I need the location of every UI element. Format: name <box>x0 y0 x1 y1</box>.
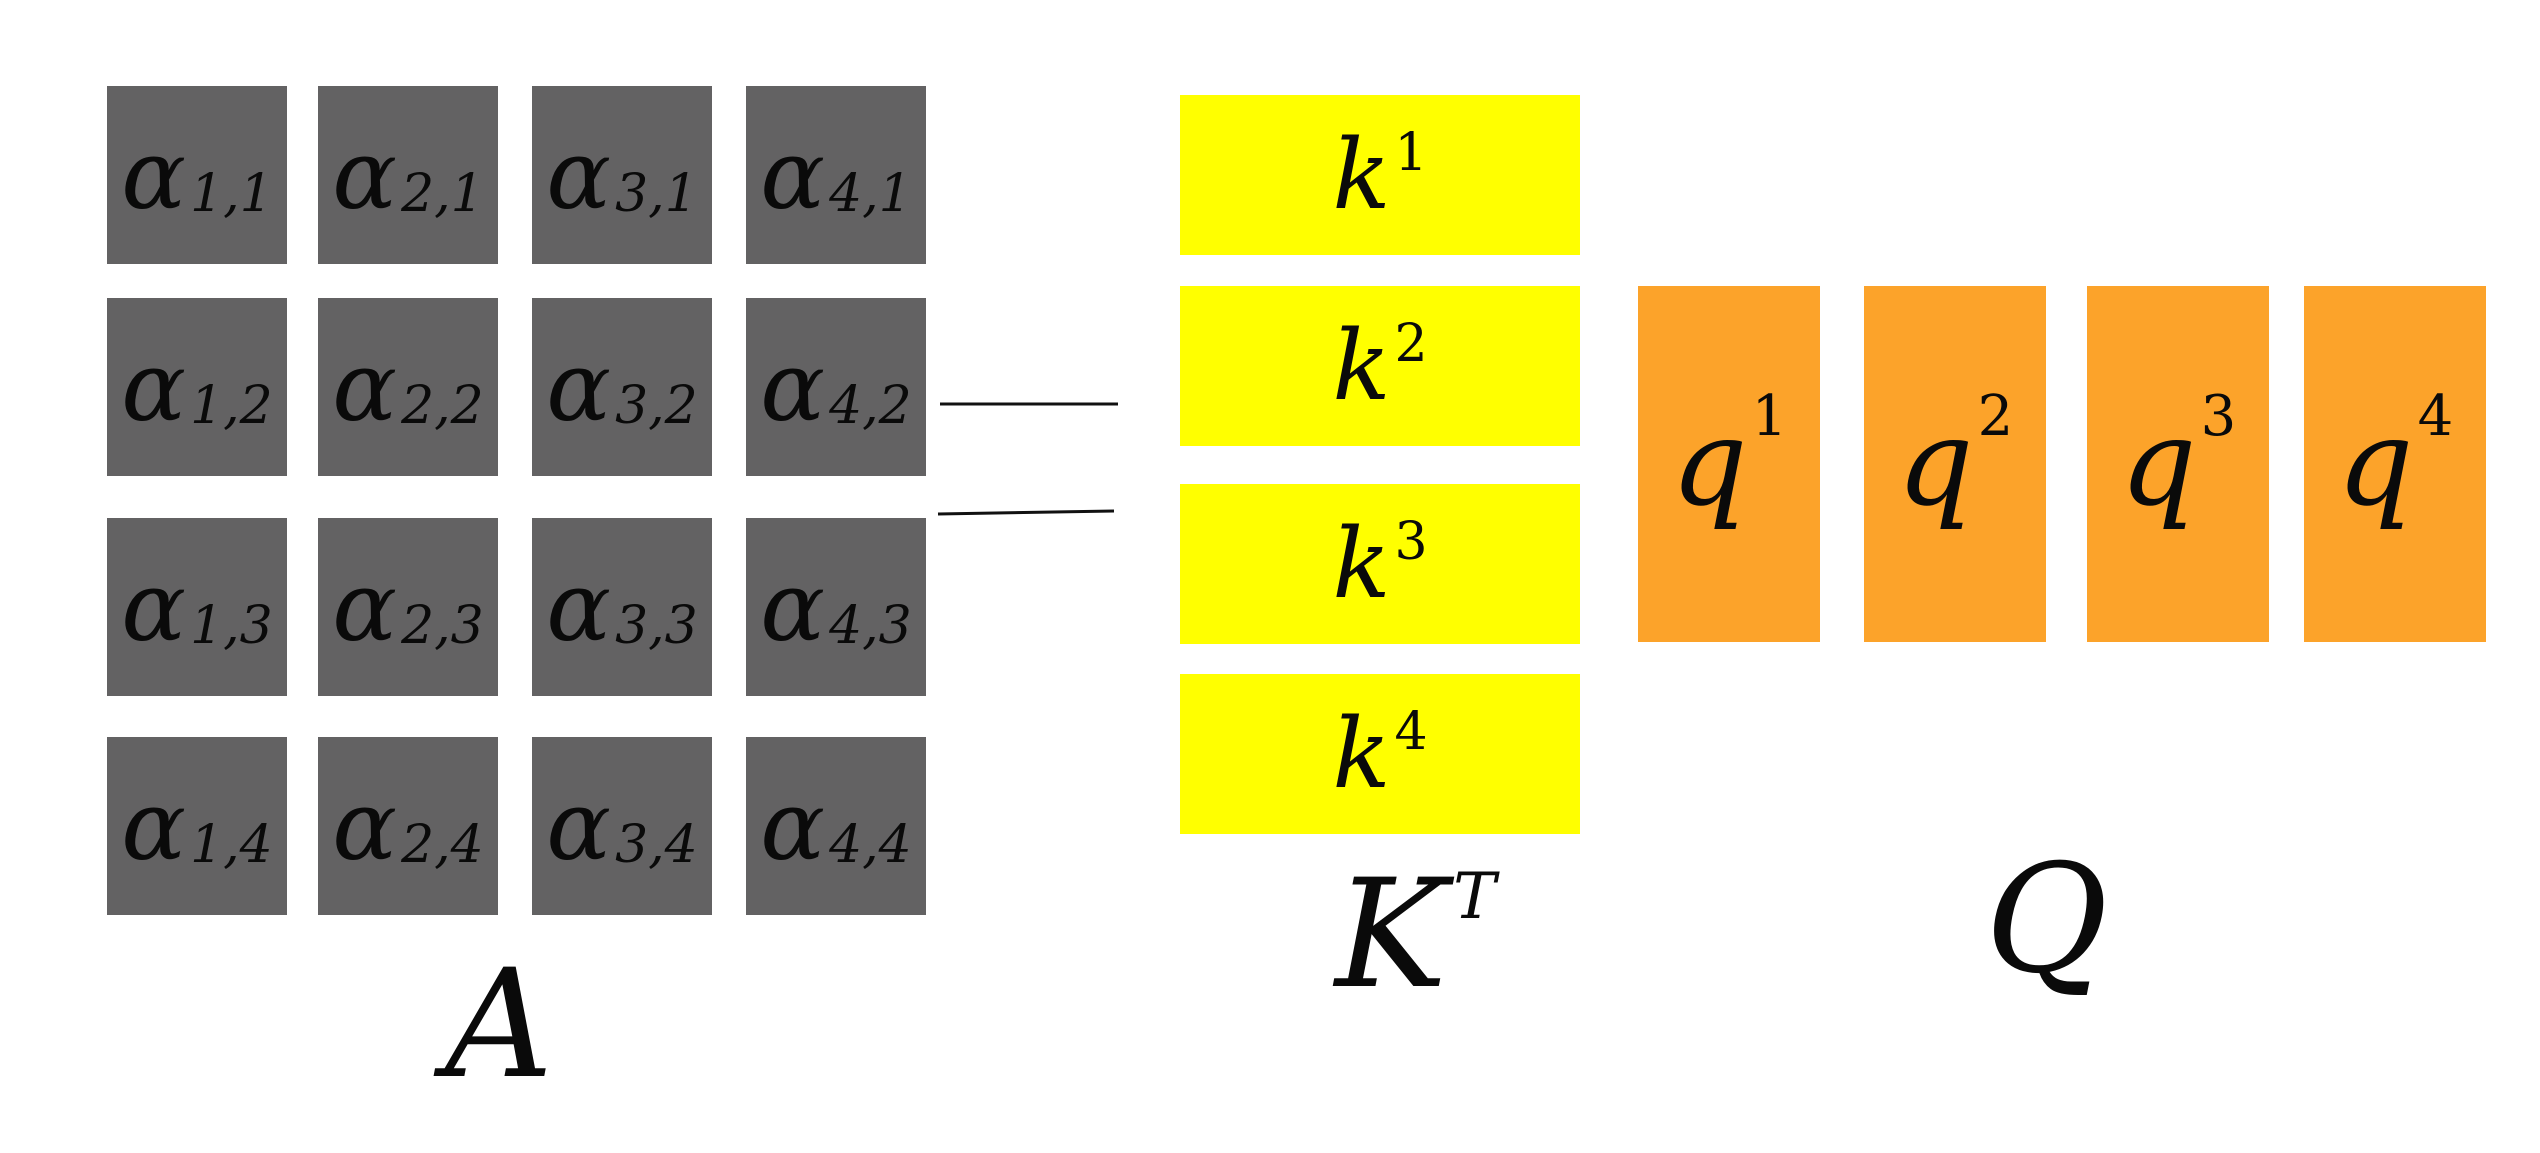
a-cell-symbol: α <box>546 331 612 443</box>
k-row-symbol: k <box>1332 310 1391 422</box>
a-cell: α 3,4 <box>532 737 712 915</box>
label-a: A <box>445 950 553 1100</box>
q-column-symbol: q <box>1670 394 1748 533</box>
a-cell-subscript: 4,3 <box>829 596 912 656</box>
a-cell-subscript: 3,4 <box>615 815 698 875</box>
a-cell: α 3,2 <box>532 298 712 476</box>
a-cell: α 1,3 <box>107 518 287 696</box>
q-column-superscript: 1 <box>1751 383 1788 449</box>
a-cell-symbol: α <box>121 551 187 663</box>
k-row-superscript: 3 <box>1394 512 1428 572</box>
a-cell-symbol: α <box>332 119 398 231</box>
connector-line-lower <box>937 509 1115 516</box>
k-row-superscript: 2 <box>1394 314 1428 374</box>
a-cell: α 2,1 <box>318 86 498 264</box>
a-cell: α 2,2 <box>318 298 498 476</box>
a-cell-subscript: 2,4 <box>401 815 484 875</box>
label-k-transpose: KT <box>1335 860 1496 1010</box>
a-cell-symbol: α <box>332 331 398 443</box>
a-cell-subscript: 1,2 <box>190 376 273 436</box>
a-cell-symbol: α <box>121 119 187 231</box>
label-q: Q <box>1985 845 2108 995</box>
a-cell-symbol: α <box>121 331 187 443</box>
a-cell: α 4,4 <box>746 737 926 915</box>
a-cell-subscript: 3,3 <box>615 596 698 656</box>
q-column-symbol: q <box>1896 394 1974 533</box>
a-cell-symbol: α <box>332 551 398 663</box>
a-cell-symbol: α <box>546 551 612 663</box>
q-column-symbol: q <box>2119 394 2197 533</box>
a-cell-symbol: α <box>760 551 826 663</box>
a-cell: α 4,1 <box>746 86 926 264</box>
a-cell: α 1,2 <box>107 298 287 476</box>
a-cell-subscript: 1,3 <box>190 596 273 656</box>
a-cell-subscript: 2,2 <box>401 376 484 436</box>
label-k-superscript: T <box>1453 860 1496 934</box>
label-k-text: K <box>1335 848 1448 1022</box>
a-cell-symbol: α <box>760 119 826 231</box>
a-cell-subscript: 4,1 <box>829 164 912 224</box>
a-cell-subscript: 2,3 <box>401 596 484 656</box>
k-row-symbol: k <box>1332 698 1391 810</box>
a-cell: α 1,4 <box>107 737 287 915</box>
label-q-text: Q <box>1985 833 2108 1007</box>
a-cell-subscript: 4,2 <box>829 376 912 436</box>
a-cell-symbol: α <box>121 770 187 882</box>
q-column-superscript: 4 <box>2417 383 2454 449</box>
a-cell-subscript: 4,4 <box>829 815 912 875</box>
k-row-symbol: k <box>1332 508 1391 620</box>
a-cell: α 2,4 <box>318 737 498 915</box>
q-column-superscript: 2 <box>1977 383 2014 449</box>
a-cell: α 3,1 <box>532 86 712 264</box>
a-cell: α 4,2 <box>746 298 926 476</box>
a-cell: α 4,3 <box>746 518 926 696</box>
label-a-text: A <box>445 938 554 1112</box>
a-cell-symbol: α <box>546 119 612 231</box>
a-cell-subscript: 1,1 <box>190 164 273 224</box>
a-cell-symbol: α <box>760 331 826 443</box>
k-row-superscript: 1 <box>1394 123 1428 183</box>
a-cell-symbol: α <box>332 770 398 882</box>
a-cell: α 2,3 <box>318 518 498 696</box>
a-cell-subscript: 1,4 <box>190 815 273 875</box>
a-cell-subscript: 2,1 <box>401 164 484 224</box>
k-row-superscript: 4 <box>1394 702 1428 762</box>
a-cell-subscript: 3,1 <box>615 164 698 224</box>
a-cell-symbol: α <box>546 770 612 882</box>
q-column-symbol: q <box>2336 394 2414 533</box>
a-cell: α 3,3 <box>532 518 712 696</box>
a-cell: α 1,1 <box>107 86 287 264</box>
a-cell-symbol: α <box>760 770 826 882</box>
a-cell-subscript: 3,2 <box>615 376 698 436</box>
q-column-superscript: 3 <box>2200 383 2237 449</box>
k-row-symbol: k <box>1332 119 1391 231</box>
